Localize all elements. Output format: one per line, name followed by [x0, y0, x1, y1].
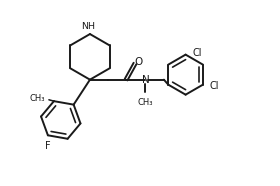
Text: CH₃: CH₃	[137, 98, 153, 107]
Text: NH: NH	[81, 22, 95, 31]
Text: Cl: Cl	[210, 81, 220, 91]
Text: F: F	[45, 141, 50, 151]
Text: N: N	[142, 75, 150, 85]
Text: O: O	[134, 57, 143, 67]
Text: CH₃: CH₃	[29, 94, 45, 103]
Text: Cl: Cl	[193, 48, 202, 58]
